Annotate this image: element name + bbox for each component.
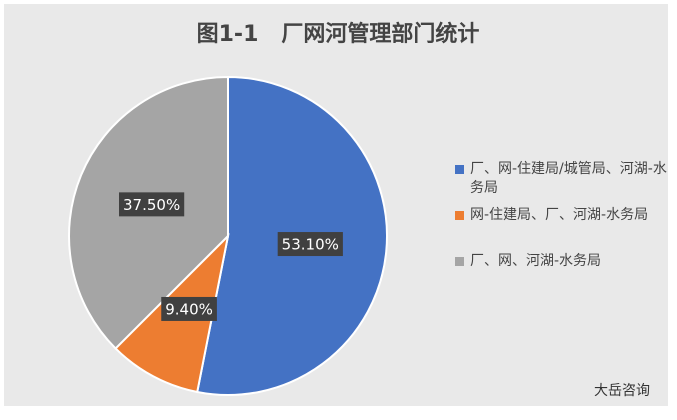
chart-title: 图1-1 厂网河管理部门统计 — [197, 21, 480, 47]
data-label-box — [277, 232, 343, 257]
legend-label: 厂、网、河湖-水务局 — [470, 253, 602, 269]
data-label: 37.50% — [123, 196, 180, 214]
data-label-box — [161, 296, 217, 321]
watermark: 大岳咨询 — [594, 383, 650, 399]
data-label-box — [119, 192, 185, 217]
data-label: 53.10% — [282, 236, 339, 254]
data-label: 9.40% — [165, 300, 213, 318]
legend-swatch — [455, 211, 464, 220]
legend-label: 厂、网-住建局/城管局、河湖-水务局 — [470, 161, 667, 196]
legend-swatch — [455, 165, 464, 174]
legend-label: 网-住建局、厂、河湖-水务局 — [470, 207, 649, 223]
legend-swatch — [455, 257, 464, 266]
